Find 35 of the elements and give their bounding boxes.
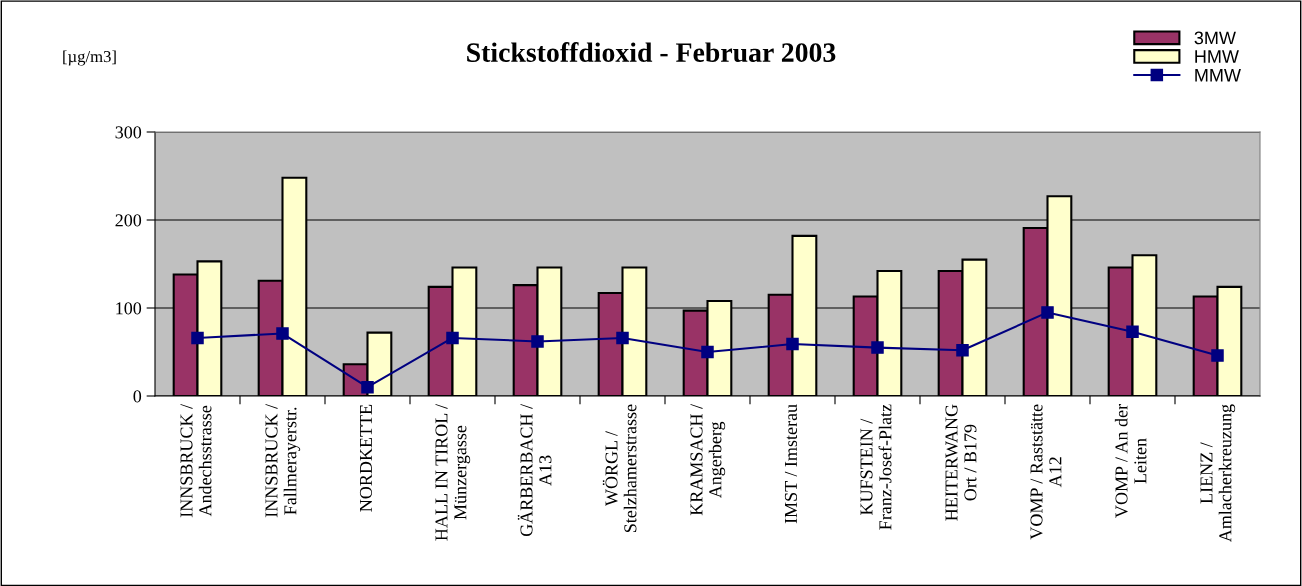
legend-label: HMW	[1195, 50, 1239, 63]
legend-label: MMW	[1195, 68, 1241, 82]
y-tick-label: 200	[115, 214, 142, 227]
y-tick-label: 0	[133, 390, 142, 403]
x-tick-label: IMST / Imsterau	[784, 404, 798, 524]
y-tick-label: 300	[115, 126, 142, 139]
x-tick-label: HALL IN TIROL / Münzergasse	[435, 403, 471, 541]
point	[956, 343, 969, 357]
x-tick-label: WÖRGL / Stelzhamerstrasse	[602, 404, 637, 533]
point	[276, 327, 289, 340]
x-tick-label: INNSBRUCK / Andechsstrasse	[180, 403, 212, 518]
point	[531, 335, 544, 348]
point	[361, 380, 374, 394]
x-tick-label: GÄRBERBACH / A13	[517, 403, 552, 537]
chart-title: Stickstoffdioxid - Februar 2003	[467, 42, 836, 63]
point	[871, 341, 884, 354]
point	[786, 337, 799, 351]
x-tick-label: LIENZ / Amlacherkreuzung	[1200, 404, 1236, 543]
x-tick-label: NORDKETTE	[359, 404, 373, 512]
point	[701, 345, 714, 359]
x-tick-label: INNSBRUCK / Fallmerayerstr.	[265, 403, 301, 518]
point	[1211, 349, 1224, 362]
x-tick-label: VOMP / An der Leiten	[1114, 404, 1147, 518]
legend-label: 3MW	[1194, 31, 1236, 45]
x-tick-label: VOMP / Raststätte A12	[1030, 404, 1062, 540]
point	[191, 331, 204, 345]
x-tick-label: HEITERWANG Ort / B179	[945, 404, 977, 521]
y-axis-title: [µg/m3]	[63, 50, 116, 66]
point	[1041, 306, 1054, 319]
point	[1126, 325, 1139, 339]
point	[446, 331, 459, 345]
x-tick-label: KUFSTEIN / Franz-Josef-Platz	[860, 404, 892, 530]
point	[616, 331, 629, 345]
y-tick-label: 100	[116, 302, 142, 315]
x-tick-label: KRAMSACH / Angerberg	[690, 403, 726, 516]
